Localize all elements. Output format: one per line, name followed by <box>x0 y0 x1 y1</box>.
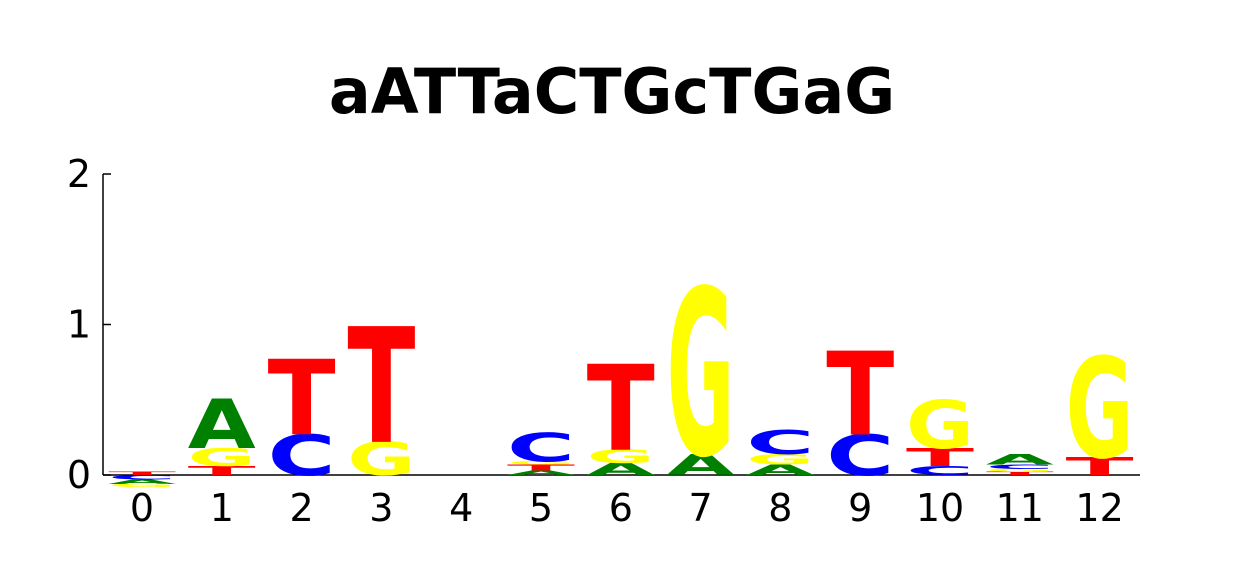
logo-letter-A: A <box>507 469 575 476</box>
logo-letter-T: T <box>587 340 655 477</box>
x-tick-label: 0 <box>130 486 154 530</box>
logo-letter-G: G <box>986 468 1054 473</box>
y-tick-label: 0 <box>67 453 91 497</box>
logo-letter-A: A <box>587 460 655 479</box>
x-tick-label: 6 <box>609 486 633 530</box>
x-tick-label: 5 <box>529 486 553 530</box>
y-tick-label: 1 <box>67 303 91 347</box>
logo-letter-G: G <box>746 451 814 468</box>
logo-letter-A: A <box>188 385 256 465</box>
logo-letter-T: T <box>986 471 1054 476</box>
x-tick-label: 7 <box>689 486 713 530</box>
logo-letter-G: G <box>1066 328 1134 489</box>
logo-letter-G: G <box>108 483 176 488</box>
logo-letter-G: G <box>906 387 974 464</box>
logo-letter-T: T <box>268 339 336 459</box>
x-tick-label: 3 <box>369 486 393 530</box>
logo-letter-T: T <box>906 443 975 472</box>
logo-letter-C: C <box>268 424 336 489</box>
x-tick-label: 2 <box>290 486 314 530</box>
logo-letter-T: T <box>108 471 176 476</box>
logo-letter-C: C <box>746 424 814 462</box>
logo-letter-T: T <box>188 464 257 478</box>
x-tick-label: 12 <box>1075 486 1123 530</box>
logo-letter-A: A <box>667 449 736 483</box>
axes <box>102 173 1140 476</box>
logo-letter-A: A <box>986 451 1054 468</box>
logo-letter-G: G <box>507 461 575 466</box>
x-tick-label: 4 <box>449 486 473 530</box>
logo-letter-T: T <box>826 328 894 462</box>
logo-letter-C: C <box>507 425 575 471</box>
x-tick-label: 10 <box>916 486 964 530</box>
x-tick-label: 9 <box>848 486 872 530</box>
logo-letter-T: T <box>347 296 415 480</box>
y-tick-labels: 0 1 2 <box>67 152 91 497</box>
logo-letter-C: C <box>986 463 1054 470</box>
chart-title: aATTaCTGcTGaG <box>329 55 895 128</box>
logo-letter-A: A <box>746 462 814 479</box>
logo-letter-C: C <box>826 424 894 489</box>
logo-letter-G: G <box>347 433 415 486</box>
logo-letter-C: C <box>108 474 176 481</box>
logo-letter-T: T <box>507 463 575 473</box>
logo-letter-G: G <box>188 443 256 472</box>
logo-letter-C: C <box>906 464 974 478</box>
x-tick-label: 11 <box>996 486 1044 530</box>
logo-letter-G: G <box>667 241 735 508</box>
x-tick-labels: 0 1 2 3 4 5 6 7 8 9 10 11 12 <box>130 486 1124 530</box>
x-tick-label: 8 <box>768 486 792 530</box>
y-tick-label: 2 <box>67 152 91 196</box>
logo-letter-A: A <box>108 478 176 485</box>
x-tick-label: 1 <box>210 486 234 530</box>
logo-letter-G: G <box>587 446 655 468</box>
logo-letter-T: T <box>1066 453 1135 482</box>
